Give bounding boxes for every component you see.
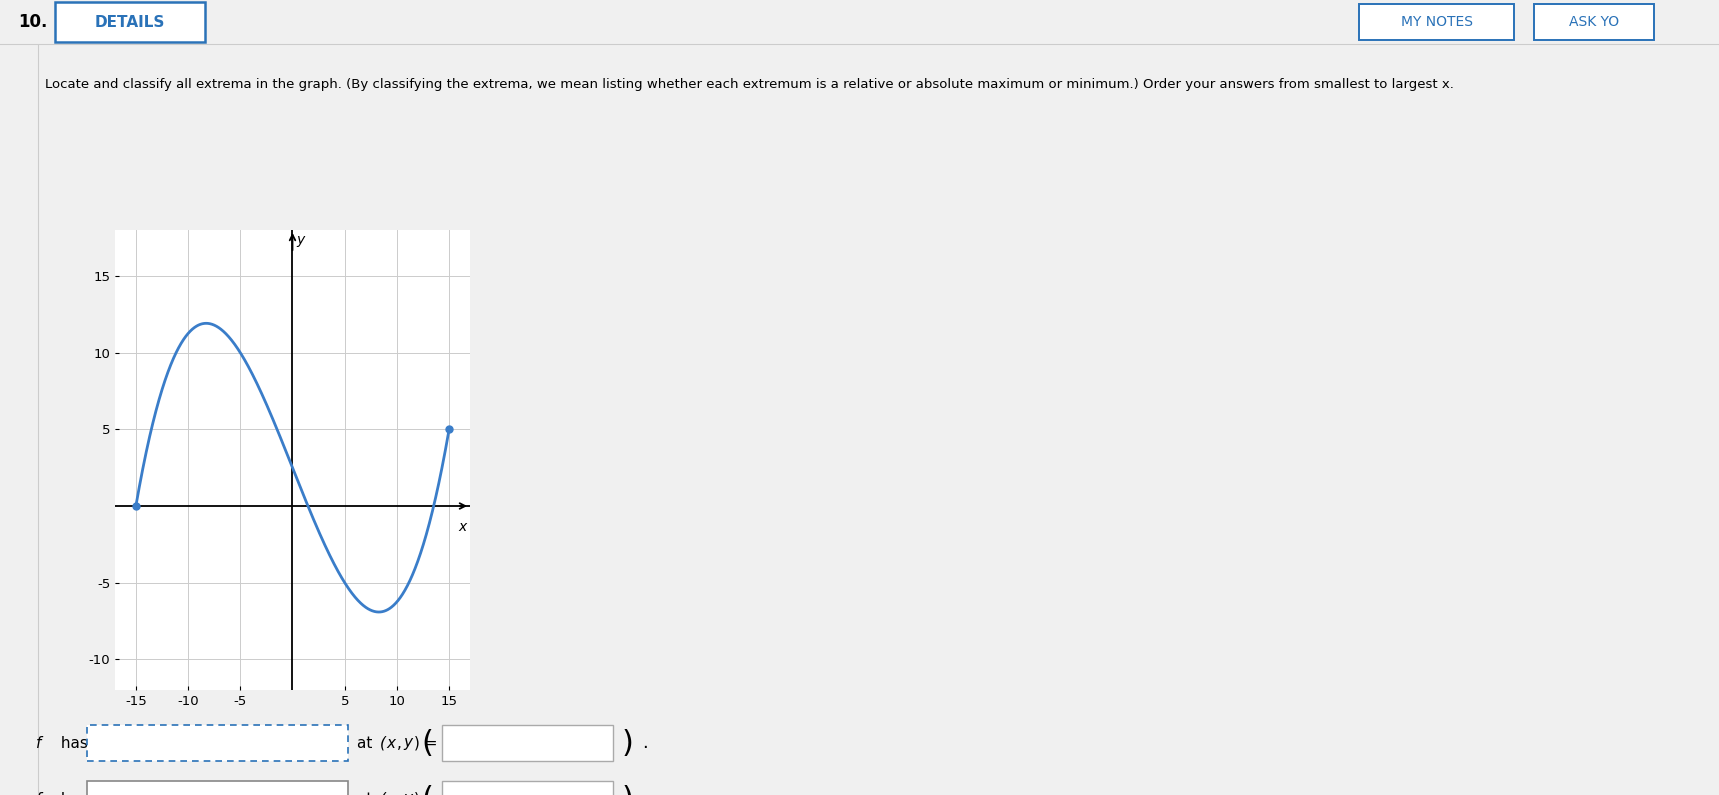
Text: x: x [459,520,468,533]
Text: has: has [55,735,88,750]
Text: ⓘ: ⓘ [495,736,505,754]
Text: (: ( [380,792,385,795]
Text: $f$: $f$ [34,791,45,795]
Text: ---Select---: ---Select--- [98,793,168,795]
Text: Locate and classify all extrema in the graph. (By classifying the extrema, we me: Locate and classify all extrema in the g… [45,78,1454,91]
Text: y: y [404,792,413,795]
Text: (: ( [380,735,385,750]
Text: .: . [641,734,648,752]
Text: y: y [404,735,413,750]
Text: y: y [297,233,304,247]
Text: ) =: ) = [414,735,437,750]
Text: ,: , [397,792,406,795]
Text: at: at [358,792,376,795]
Text: ): ) [622,728,634,758]
Text: ASK YO: ASK YO [1569,15,1619,29]
Text: (: ( [421,728,433,758]
Text: has: has [55,792,88,795]
Bar [1360,4,1514,40]
Text: ---Select---: ---Select--- [98,736,168,750]
Bar [1533,4,1654,40]
Text: ∨: ∨ [330,738,339,748]
Text: $f$: $f$ [34,735,45,751]
Text: x: x [387,735,395,750]
Text: .: . [641,790,648,795]
Text: DETAILS: DETAILS [95,14,165,29]
Text: ): ) [622,785,634,795]
Text: ) =: ) = [414,792,437,795]
Text: ,: , [397,735,406,750]
Text: ∨: ∨ [330,794,339,795]
Text: (: ( [421,785,433,795]
Text: MY NOTES: MY NOTES [1401,15,1473,29]
Text: 10.: 10. [17,13,48,31]
Text: at: at [358,735,376,750]
Bar [55,2,205,42]
Text: x: x [387,792,395,795]
